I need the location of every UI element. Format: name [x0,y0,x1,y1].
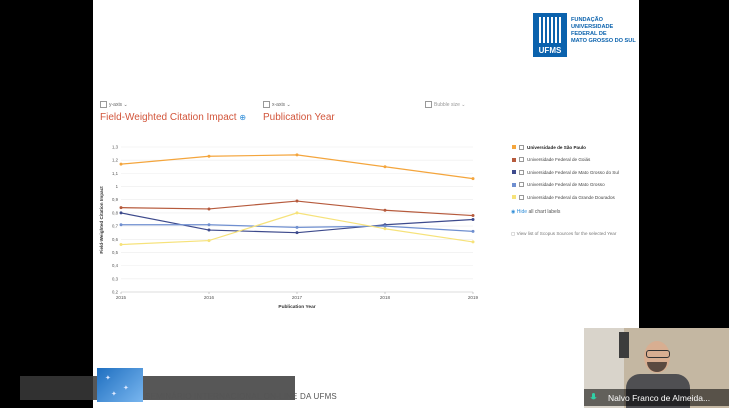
data-point [207,207,211,211]
info-icon[interactable]: ⊕ [239,113,247,122]
legend-marker [512,170,516,175]
data-point [383,227,387,231]
data-point [471,240,475,244]
series-line [120,212,474,234]
data-point [207,154,211,158]
series-line [120,154,474,180]
participant-name-bar: Nalvo Franco de Almeida... [584,389,729,406]
doc-icon: ▢ [511,231,517,236]
institution-icon [519,182,524,188]
x-tick-label: 2018 [380,295,391,300]
scopus-sources-link[interactable]: ▢ View list of Scopus Sources for the se… [511,231,617,236]
institution-icon [519,169,524,175]
data-point [471,214,475,218]
x-tick-labels: 2015 2016 2017 2018 2019 [116,295,479,300]
y-tick-labels: 0,2 0,3 0,4 0,5 0,6 0,7 0,8 0,9 1 1,1 1,2 1,3 [112,145,119,295]
x-tick-label: 2015 [116,295,127,300]
y-tick-label: 0,4 [112,263,119,268]
data-point [119,162,123,166]
event-banner-image: ✦ ✦ ✦ [97,368,143,402]
y-axis-label: Field-Weighted Citation Impact [99,186,104,254]
legend-item[interactable]: Universidade de São Paulo [512,141,642,154]
y-tick-label: 0,8 [112,210,119,215]
y-tick-label: 1,2 [112,158,119,163]
data-point [295,199,299,203]
legend-label: Universidade Federal de Mato Grosso [527,182,605,188]
y-tick-label: 0,7 [112,224,119,229]
y-tick-label: 1,3 [112,145,119,150]
data-point [119,211,123,215]
data-point [383,208,387,212]
chart-series [119,153,475,247]
event-title: SEMINÁRIO INTERNACIONAL ON-LINE DA UFMS [145,392,337,401]
participant-name: Nalvo Franco de Almeida... [608,393,711,403]
legend-marker [512,157,516,162]
x-tick-label: 2019 [468,295,479,300]
legend-marker [512,145,516,150]
x-axis-label: Publication Year [278,304,315,310]
y-tick-label: 1,1 [112,171,119,176]
data-point [207,228,211,232]
institution-icon [519,194,524,200]
x-tick-label: 2017 [292,295,303,300]
data-point [471,229,475,233]
eye-icon: ◉ [511,209,517,215]
legend-label: Universidade de São Paulo [527,144,586,150]
bubble-icon [425,101,432,108]
y-tick-label: 0,2 [112,290,119,295]
legend-label: Universidade Federal de Mato Grosso do S… [527,169,619,175]
microphone-icon[interactable] [590,393,597,402]
ufms-emblem: UFMS [533,13,567,57]
legend-marker [512,195,516,200]
ufms-logo: UFMS FUNDAÇÃO UNIVERSIDADE FEDERAL DE MA… [533,13,641,58]
data-point [119,206,123,210]
data-point [383,224,387,228]
logo-abbr: UFMS [538,46,562,55]
legend-item[interactable]: Universidade Federal da Grande Dourados [512,191,642,204]
y-tick-label: 0,6 [112,237,119,242]
chart-legend: Universidade de São Paulo Universidade Fe… [512,141,642,204]
x-metric-title[interactable]: Publication Year [263,112,335,123]
bubble-size-selector[interactable]: Bubble size ⌄ [425,101,465,108]
legend-item[interactable]: Universidade Federal de Goiás [512,154,642,167]
toolbar-strip [20,376,295,400]
data-point [119,243,123,247]
x-tick-label: 2016 [204,295,215,300]
data-point [295,225,299,229]
y-tick-label: 0,3 [112,276,119,281]
data-point [295,211,299,215]
y-tick-label: 0,9 [112,197,119,202]
slide [93,0,639,408]
axis-icon [263,101,270,108]
institution-icon [519,157,524,163]
axis-icon [100,101,107,108]
legend-label: Universidade Federal de Goiás [527,157,591,163]
data-point [295,153,299,157]
y-tick-label: 1 [116,184,119,189]
legend-item[interactable]: Universidade Federal de Mato Grosso [512,179,642,192]
data-point [207,223,211,227]
x-axis-selector[interactable]: x-axis ⌄ [263,101,291,108]
y-metric-title[interactable]: Field-Weighted Citation Impact ⊕ [100,112,247,123]
y-tick-label: 0,5 [112,250,119,255]
legend-item[interactable]: Universidade Federal de Mato Grosso do S… [512,166,642,179]
chart-grid [120,146,474,294]
y-axis-selector[interactable]: y-axis ⌄ [100,101,128,108]
data-point [471,177,475,181]
legend-marker [512,182,516,187]
data-point [207,239,211,243]
data-point [295,231,299,235]
hide-labels-toggle[interactable]: ◉ Hide all chart labels [511,209,561,215]
institution-icon [519,144,524,150]
data-point [383,165,387,169]
data-point [119,223,123,227]
legend-label: Universidade Federal da Grande Dourados [527,194,615,200]
data-point [471,218,475,221]
logo-text: FUNDAÇÃO UNIVERSIDADE FEDERAL DE MATO GR… [571,17,636,44]
